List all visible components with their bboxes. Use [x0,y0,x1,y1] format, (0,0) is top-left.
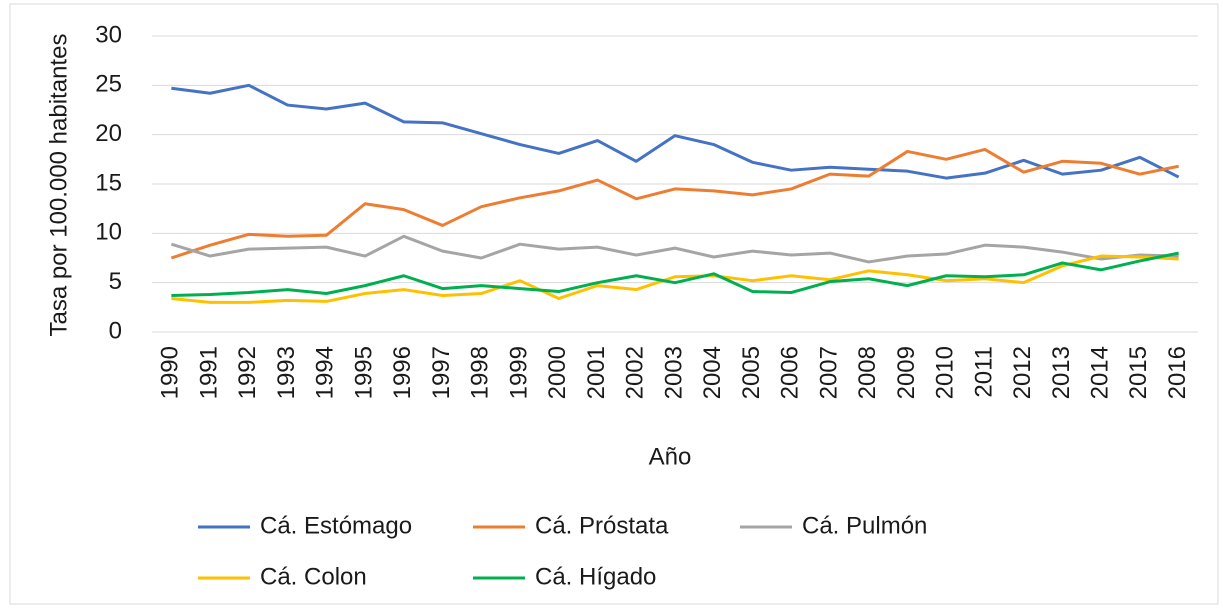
series-line [170,234,1179,264]
x-tick-label: 2004 [699,346,726,399]
x-tick-label: 2009 [893,346,920,399]
x-tick-label: 2013 [1048,346,1075,399]
x-tick-label: 2006 [777,346,804,399]
x-tick-label: 2010 [932,346,959,399]
y-axis-label: Tasa por 100.000 habitantes [45,34,72,337]
y-tick-label: 0 [109,317,122,344]
x-tick-label: 1990 [157,346,184,399]
x-tick-label: 2005 [738,346,765,399]
x-tick-label: 2000 [544,346,571,399]
y-tick-label: 5 [109,268,122,295]
x-tick-label: 1991 [195,346,222,399]
x-tick-label: 2003 [660,346,687,399]
x-tick-label: 2014 [1086,346,1113,399]
legend-label: Cá. Pulmón [802,512,927,539]
x-tick-label: 1995 [350,346,377,399]
x-tick-label: 1993 [273,346,300,399]
x-tick-label: 2015 [1125,346,1152,399]
series-line [171,254,1179,304]
x-tick-label: 2016 [1164,346,1191,399]
y-tick-label: 15 [95,169,122,196]
y-tick-label: 20 [95,120,122,147]
y-tick-label: 25 [95,71,122,98]
chart-frame [9,3,1219,605]
legend-label: Cá. Estómago [260,512,412,539]
x-axis-label: Año [649,443,692,470]
series-line [171,251,1179,297]
y-tick-label: 30 [95,21,122,48]
x-tick-label: 1996 [389,346,416,399]
x-tick-label: 2011 [970,346,997,398]
x-tick-label: 2007 [815,346,842,399]
x-tick-label: 2008 [854,346,881,399]
x-tick-label: 2012 [1009,346,1036,399]
legend-label: Cá. Próstata [535,512,669,539]
series-line [170,147,1179,260]
x-tick-label: 1994 [312,346,339,399]
x-tick-label: 1999 [505,346,532,399]
y-tick-label: 10 [95,219,122,246]
x-tick-label: 1992 [234,346,261,399]
x-tick-label: 2001 [583,346,610,399]
legend-label: Cá. Colon [260,563,367,590]
x-tick-label: 2002 [622,346,649,399]
x-tick-label: 1997 [428,346,455,399]
legend-label: Cá. Hígado [535,563,656,590]
series-line [171,83,1180,180]
x-tick-label: 1998 [467,346,494,399]
